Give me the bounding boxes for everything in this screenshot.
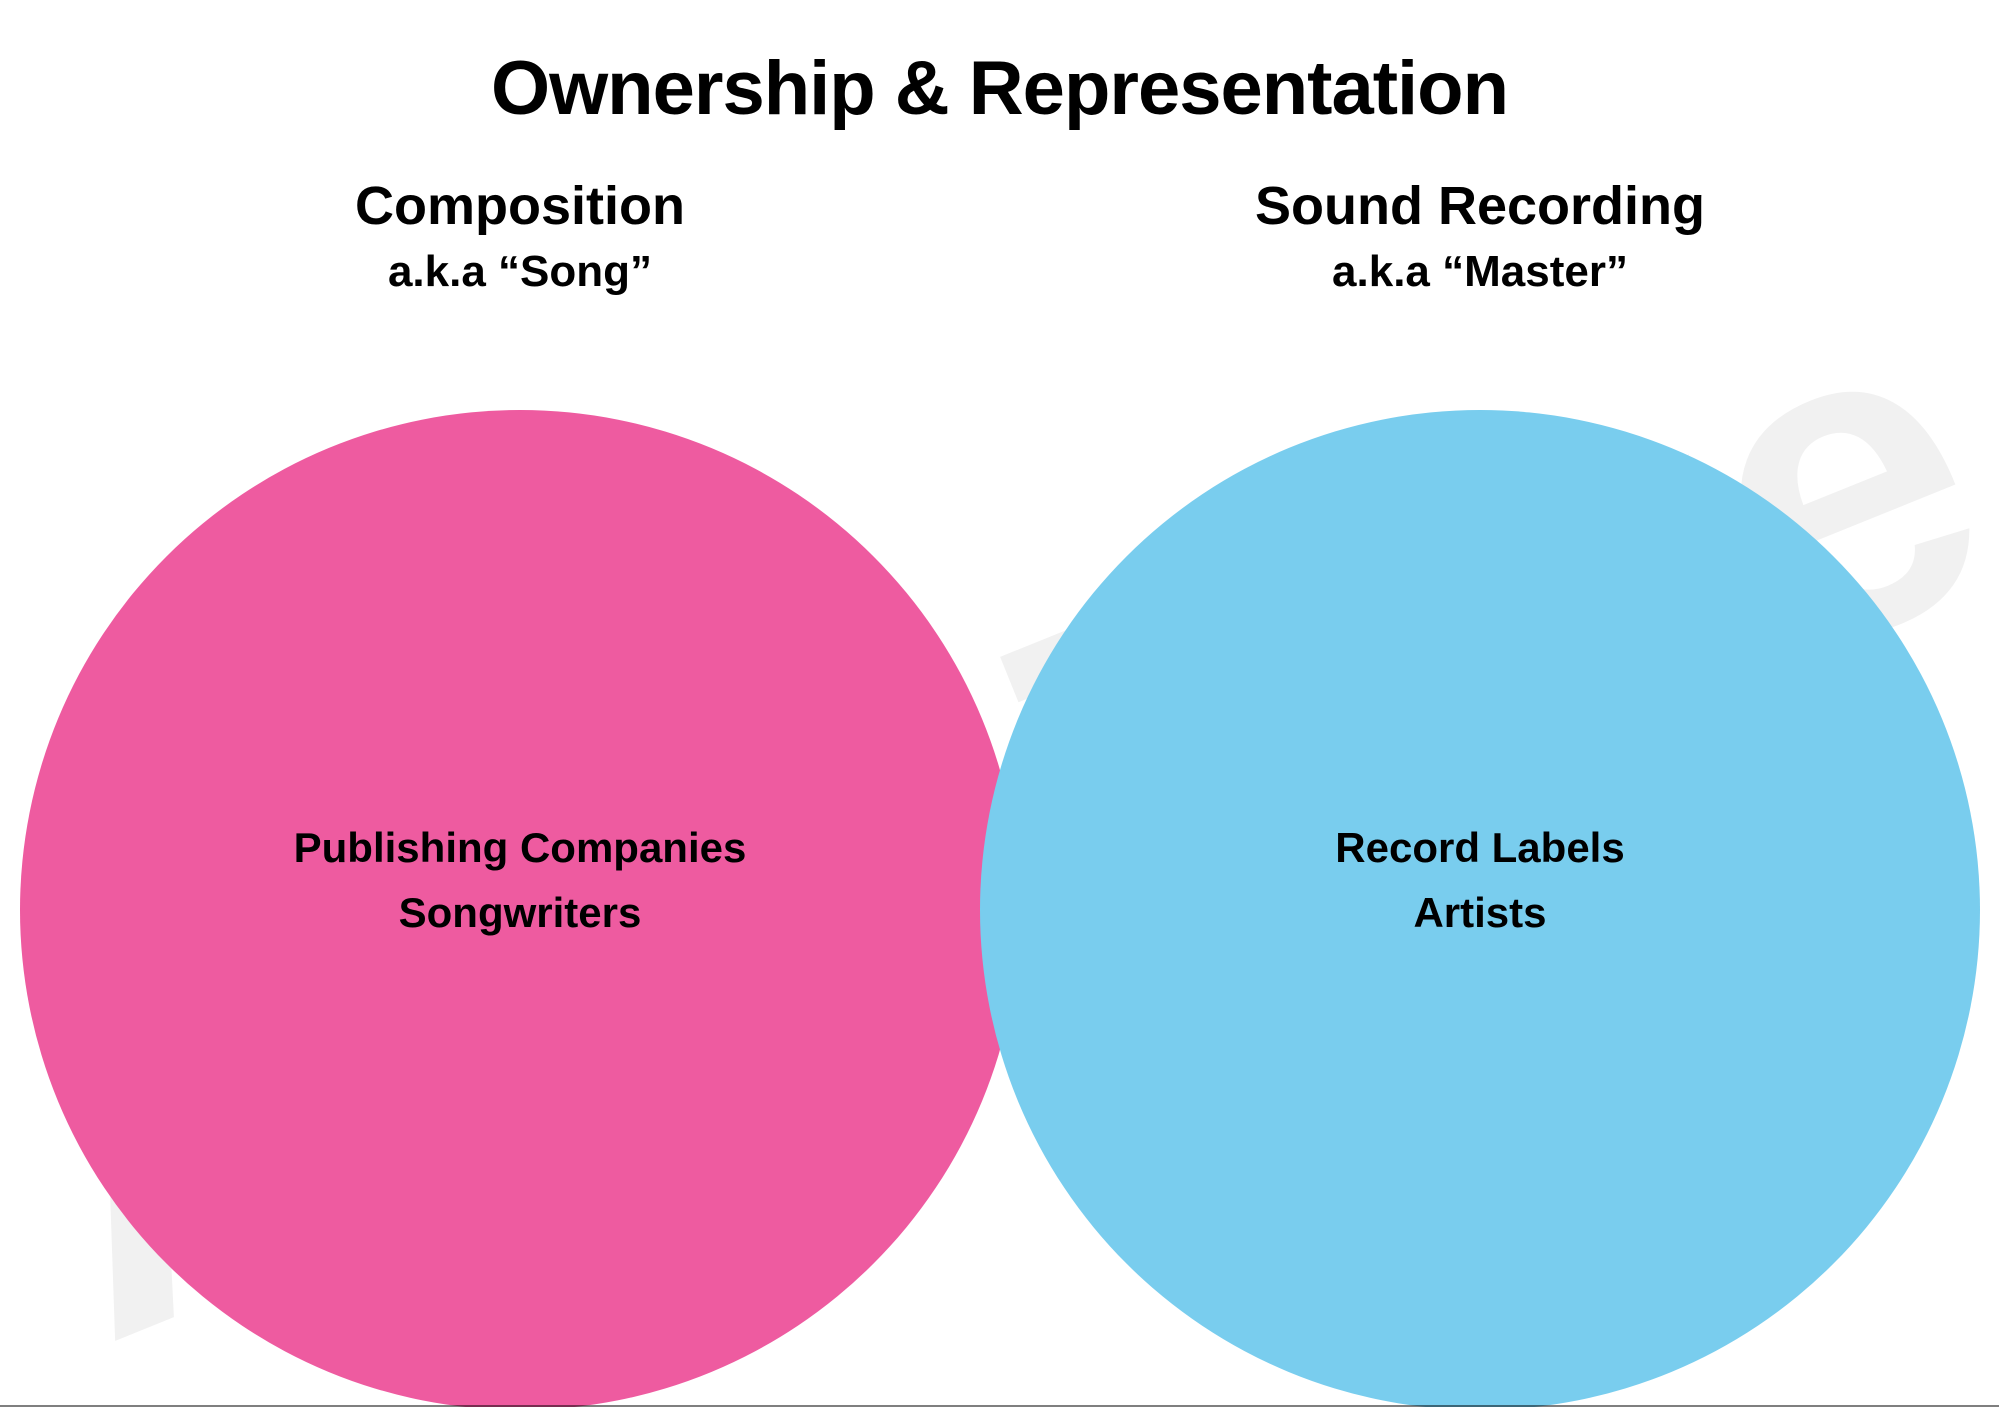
diagram-canvas: Ari's Take Ownership & Representation Co… xyxy=(0,0,1999,1407)
composition-header-title: Composition xyxy=(120,175,920,237)
composition-label-line2: Songwriters xyxy=(20,880,1020,945)
sound-recording-label-line1: Record Labels xyxy=(980,815,1980,880)
composition-header-sub: a.k.a “Song” xyxy=(120,247,920,297)
sound-recording-header-sub: a.k.a “Master” xyxy=(1080,247,1880,297)
sound-recording-header: Sound Recording a.k.a “Master” xyxy=(1080,175,1880,297)
composition-label-line1: Publishing Companies xyxy=(20,815,1020,880)
sound-recording-header-title: Sound Recording xyxy=(1080,175,1880,237)
composition-header: Composition a.k.a “Song” xyxy=(120,175,920,297)
page-title: Ownership & Representation xyxy=(0,45,1999,132)
composition-circle-label: Publishing Companies Songwriters xyxy=(20,815,1020,945)
sound-recording-circle-label: Record Labels Artists xyxy=(980,815,1980,945)
sound-recording-label-line2: Artists xyxy=(980,880,1980,945)
